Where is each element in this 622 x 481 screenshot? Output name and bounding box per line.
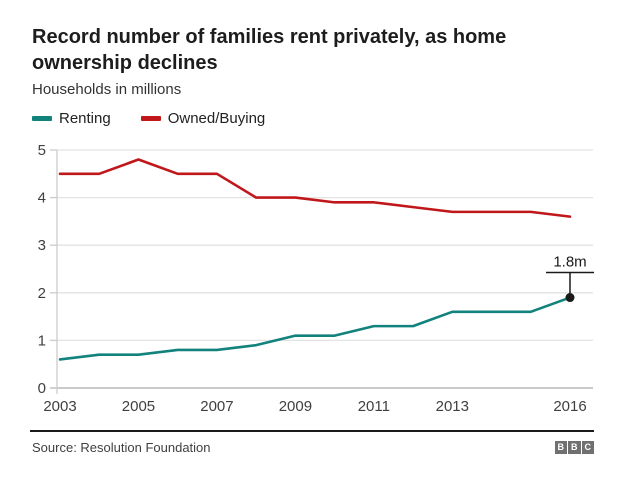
series-line-renting bbox=[58, 296, 572, 361]
y-tick-label: 1 bbox=[38, 332, 46, 349]
chart-title: Record number of families rent privately… bbox=[32, 24, 506, 76]
x-tick-label: 2003 bbox=[43, 398, 76, 415]
annotation-label: 1.8m bbox=[553, 254, 586, 271]
bbc-logo: B B C bbox=[554, 441, 594, 454]
chart-title-line-2: ownership declines bbox=[32, 52, 218, 74]
y-tick-label: 2 bbox=[38, 285, 46, 302]
x-tick-label: 2005 bbox=[122, 398, 155, 415]
bbc-logo-letter: C bbox=[581, 441, 594, 454]
x-tick-label: 2016 bbox=[553, 398, 586, 415]
y-tick-label: 3 bbox=[38, 237, 46, 254]
x-tick-label: 2009 bbox=[279, 398, 312, 415]
legend-swatch-owned-buying bbox=[140, 116, 161, 121]
bbc-logo-letter: B bbox=[568, 441, 581, 454]
legend-swatch-renting bbox=[32, 116, 52, 121]
legend-label-owned-buying: Owned/Buying bbox=[167, 110, 266, 127]
y-tick-label: 5 bbox=[38, 142, 46, 159]
x-tick-label: 2007 bbox=[200, 398, 233, 415]
series-line-owned-buying bbox=[58, 158, 572, 218]
source-text: Source: Resolution Foundation bbox=[32, 440, 211, 455]
bbc-logo-letter: B bbox=[554, 441, 567, 454]
legend-item-renting: Renting bbox=[32, 110, 111, 127]
footer-separator bbox=[30, 430, 594, 432]
chart-subtitle: Households in millions bbox=[32, 81, 182, 98]
chart-legend: Renting Owned/Buying bbox=[32, 110, 265, 127]
y-tick-label: 0 bbox=[38, 380, 46, 397]
y-tick-label: 4 bbox=[38, 190, 46, 207]
chart-title-line-1: Record number of families rent privately… bbox=[32, 26, 507, 48]
x-tick-label: 2011 bbox=[358, 398, 390, 415]
legend-label-renting: Renting bbox=[59, 110, 111, 127]
annotation-dot bbox=[565, 293, 575, 303]
x-tick-label: 2013 bbox=[436, 398, 469, 415]
legend-item-owned-buying: Owned/Buying bbox=[140, 110, 266, 127]
